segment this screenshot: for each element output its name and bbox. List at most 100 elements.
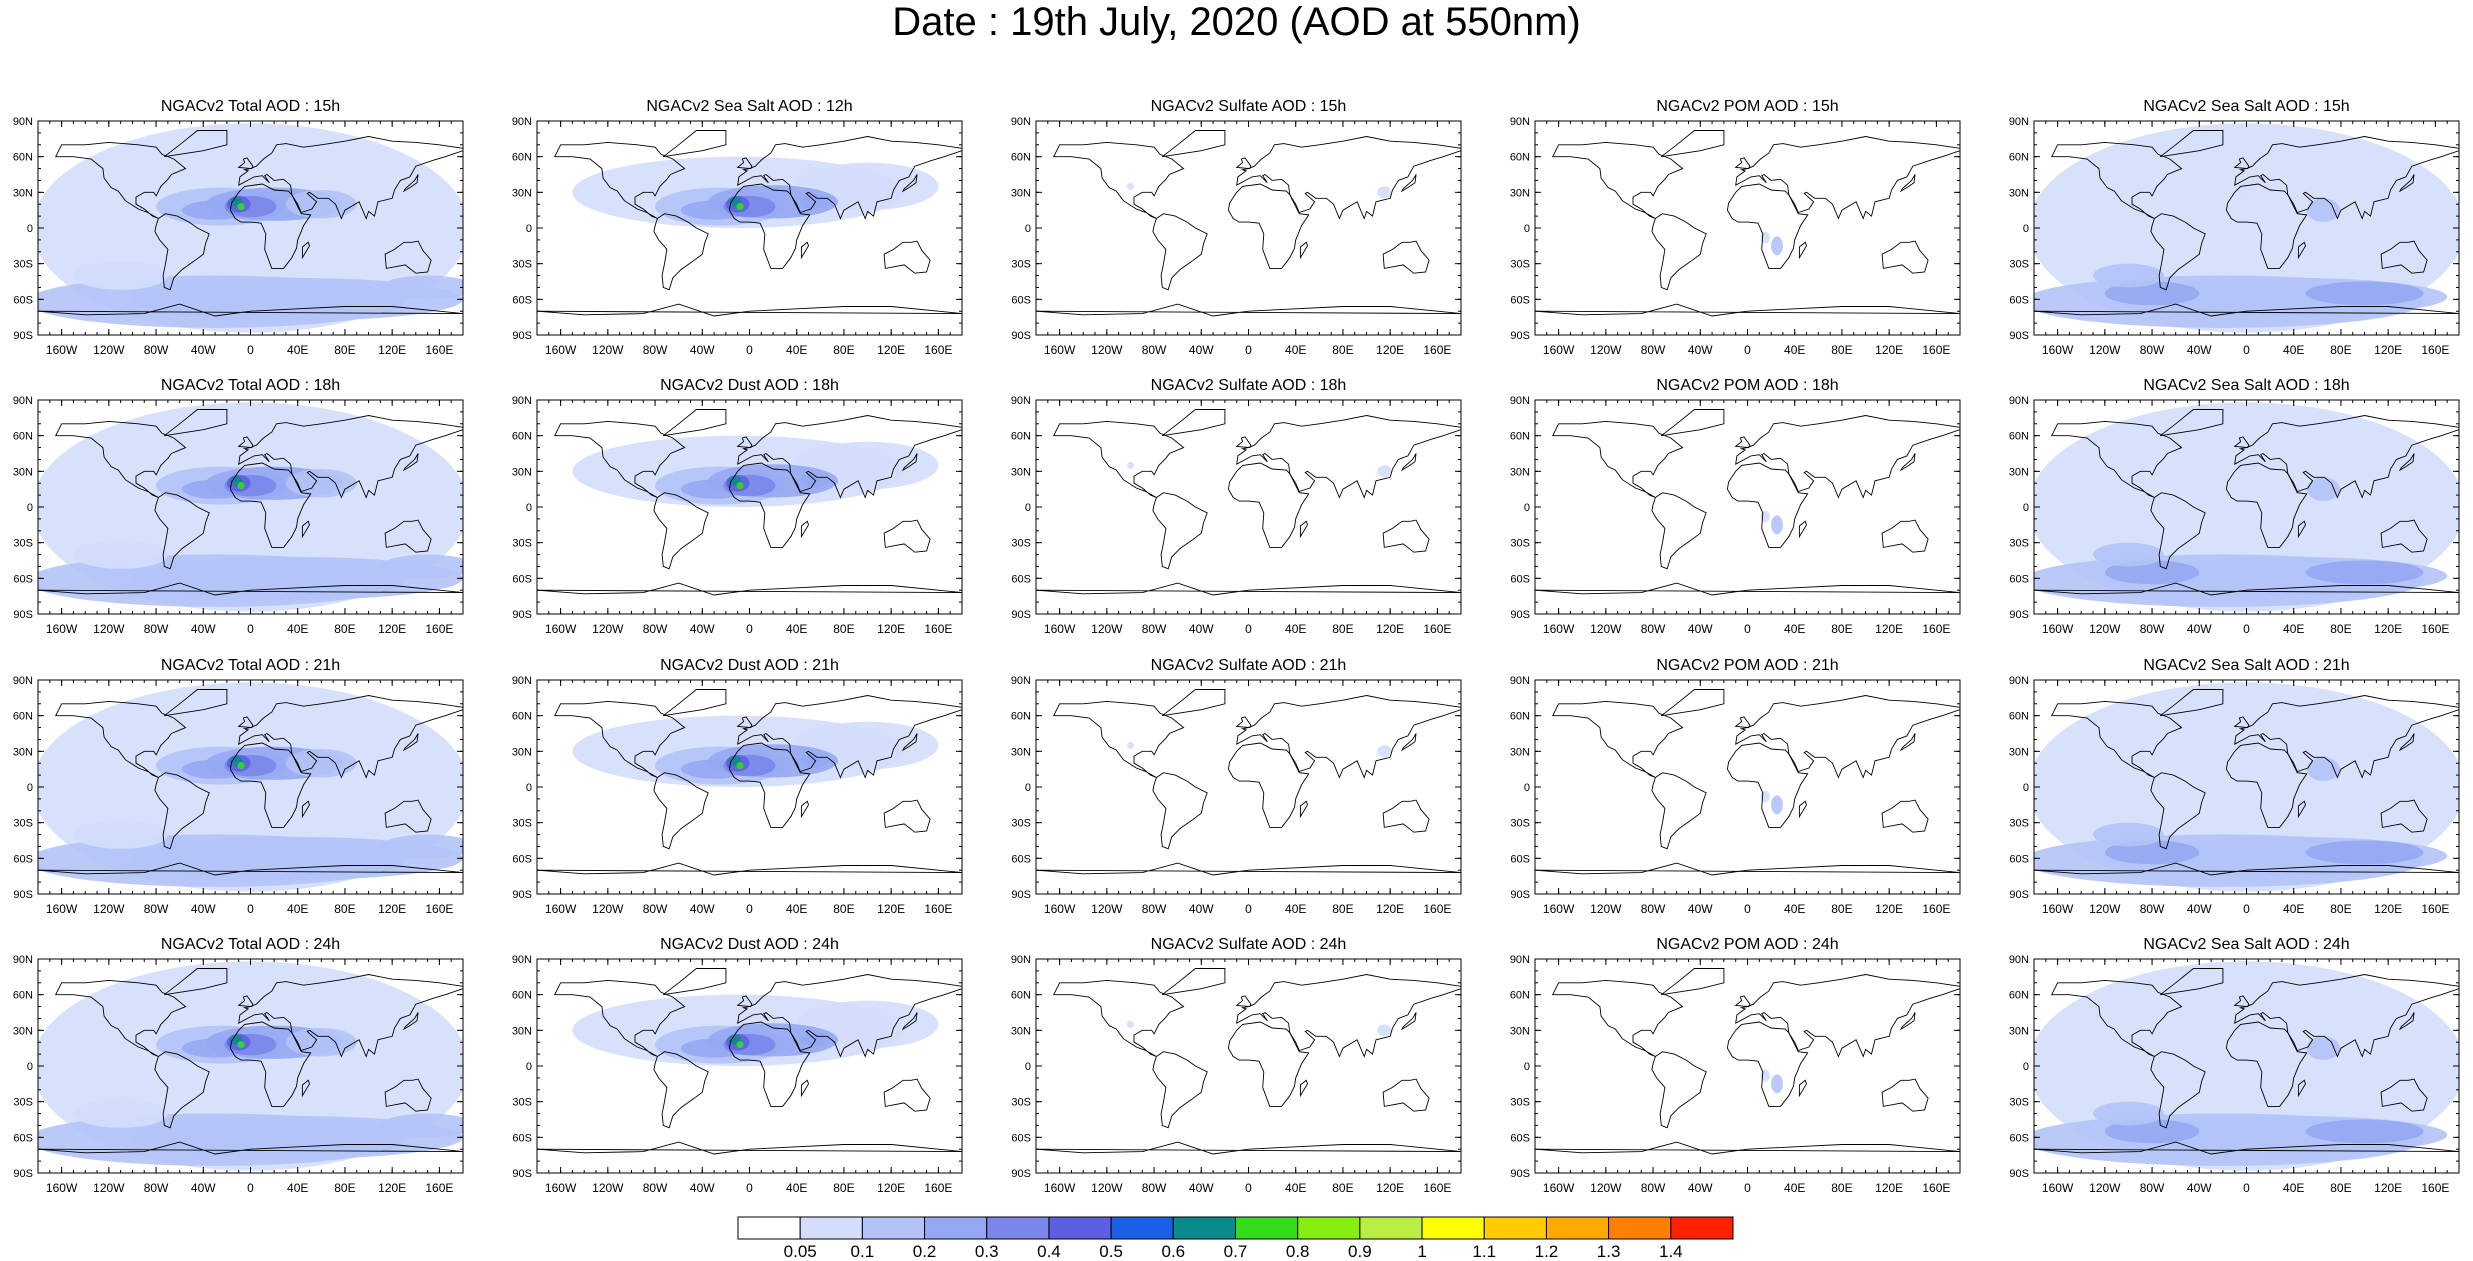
lon-tick-label: 40W <box>690 622 715 636</box>
coastline <box>728 462 811 548</box>
lat-tick-label: 30S <box>1011 538 1031 550</box>
lat-tick-label: 60N <box>512 431 532 443</box>
lon-tick-label: 80E <box>334 343 355 357</box>
lat-tick-label: 60S <box>13 573 33 585</box>
lat-tick-label: 90N <box>13 395 33 407</box>
aod-shading <box>2306 198 2340 223</box>
lat-tick-label: 0 <box>2023 782 2029 794</box>
lon-tick-label: 40E <box>1285 622 1306 636</box>
lon-tick-label: 160W <box>1543 343 1575 357</box>
coastline <box>1235 716 1252 729</box>
coastline <box>238 974 463 1058</box>
coastline <box>54 979 187 1057</box>
map-frame <box>536 399 963 615</box>
coastline <box>384 519 432 553</box>
lat-tick-label: 60S <box>13 853 33 865</box>
lon-tick-label: 160W <box>1044 343 1076 357</box>
coastline <box>653 492 709 570</box>
lon-tick-label: 160W <box>46 622 78 636</box>
lon-tick-label: 120W <box>2089 902 2121 916</box>
coastline <box>537 1141 962 1155</box>
lon-tick-label: 120E <box>378 622 406 636</box>
coastline <box>883 519 931 553</box>
coastline <box>537 862 962 876</box>
lon-tick-label: 120E <box>877 1181 905 1195</box>
page-title: Date : 19th July, 2020 (AOD at 550nm) <box>892 0 1581 44</box>
aod-shading <box>2234 458 2259 473</box>
coastline <box>653 213 709 291</box>
lat-tick-label: 60N <box>13 990 33 1002</box>
lon-tick-label: 80E <box>1332 622 1353 636</box>
lat-tick-label: 90N <box>512 675 532 687</box>
coastline <box>553 979 686 1057</box>
coastline <box>237 157 254 170</box>
coastline <box>2398 174 2415 193</box>
coastline <box>1400 453 1417 472</box>
lon-tick-label: 40E <box>786 1181 807 1195</box>
lat-tick-label: 90S <box>1011 330 1031 342</box>
coastline <box>1899 453 1916 472</box>
coastline <box>1726 462 1809 548</box>
coastline <box>238 695 463 779</box>
panel-title: NGACv2 Total AOD : 18h <box>161 377 340 394</box>
coastline <box>2034 1141 2459 1155</box>
lat-tick-label: 0 <box>1524 1061 1530 1073</box>
lat-tick-label: 30S <box>1510 538 1530 550</box>
lat-tick-label: 60N <box>1510 152 1530 164</box>
lon-tick-label: 160W <box>46 343 78 357</box>
coastline <box>1535 862 1960 876</box>
lat-tick-label: 60N <box>13 431 33 443</box>
lon-tick-label: 80W <box>2140 343 2165 357</box>
lat-tick-label: 60N <box>1510 990 1530 1002</box>
coastline <box>229 1021 312 1107</box>
lon-tick-label: 120E <box>2374 902 2402 916</box>
coastline <box>164 130 228 158</box>
coastline <box>2034 582 2459 596</box>
aod-shading <box>2305 560 2424 585</box>
lon-tick-label: 160E <box>1423 622 1451 636</box>
coastline <box>1400 1012 1417 1031</box>
coastline <box>1735 974 1960 1058</box>
coastline <box>653 772 709 850</box>
lat-tick-label: 0 <box>526 502 532 514</box>
coastline <box>1798 520 1807 539</box>
coastline <box>229 742 312 828</box>
lon-tick-label: 80W <box>1641 343 1666 357</box>
coastline <box>1152 772 1208 850</box>
coastline <box>537 303 962 317</box>
lat-tick-label: 0 <box>2023 502 2029 514</box>
coastline <box>2225 183 2308 269</box>
aod-shading <box>1377 465 1392 478</box>
aod-shading <box>237 203 245 211</box>
lon-tick-label: 40E <box>2283 1181 2304 1195</box>
lat-tick-label: 0 <box>526 782 532 794</box>
coastline <box>1036 582 1461 596</box>
lon-tick-label: 120E <box>877 902 905 916</box>
lon-tick-label: 120E <box>1376 902 1404 916</box>
lon-tick-label: 0 <box>2243 1181 2250 1195</box>
coastline <box>883 240 931 274</box>
coastline <box>154 1051 210 1129</box>
lat-tick-label: 90S <box>1510 1168 1530 1180</box>
lon-tick-label: 120W <box>1091 1181 1123 1195</box>
lon-tick-label: 160E <box>1423 902 1451 916</box>
coastline <box>1236 415 1461 499</box>
lat-tick-label: 30N <box>512 466 532 478</box>
coastline <box>737 415 962 499</box>
lat-tick-label: 60N <box>1011 711 1031 723</box>
lat-tick-label: 90N <box>512 395 532 407</box>
lon-tick-label: 80W <box>144 343 169 357</box>
aod-shading <box>1377 1024 1392 1037</box>
lon-tick-label: 40E <box>1784 343 1805 357</box>
aod-shading <box>2234 179 2259 194</box>
coastline <box>1235 436 1252 449</box>
coastline <box>402 453 419 472</box>
lon-tick-label: 80W <box>144 902 169 916</box>
lat-tick-label: 60S <box>2009 1132 2029 1144</box>
lon-tick-label: 120W <box>592 1181 624 1195</box>
lon-tick-label: 120E <box>877 343 905 357</box>
coastline <box>1651 492 1707 570</box>
lat-tick-label: 90S <box>13 889 33 901</box>
lat-tick-label: 60N <box>1011 431 1031 443</box>
coastline <box>1400 174 1417 193</box>
